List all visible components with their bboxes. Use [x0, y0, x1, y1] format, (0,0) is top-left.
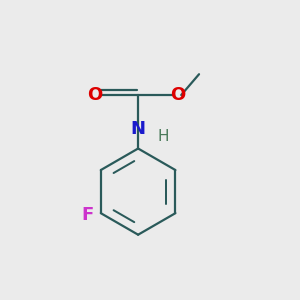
- Text: O: O: [87, 86, 103, 104]
- Text: N: N: [130, 120, 146, 138]
- Text: O: O: [171, 86, 186, 104]
- Text: H: H: [158, 129, 169, 144]
- Text: F: F: [81, 206, 93, 224]
